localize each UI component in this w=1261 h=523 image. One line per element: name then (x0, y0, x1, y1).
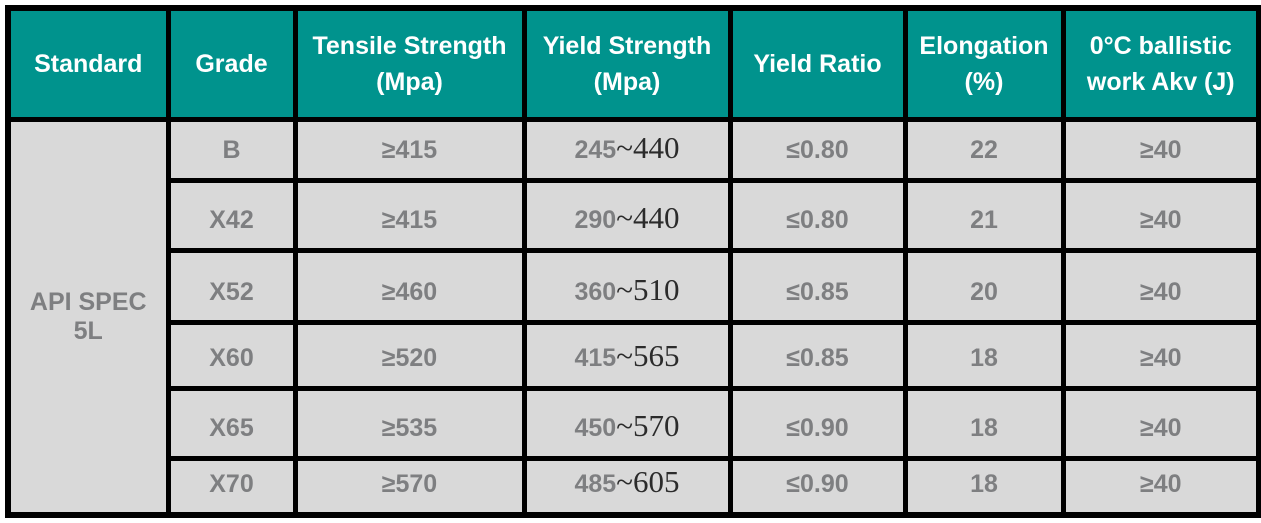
header-grade: Grade (165, 5, 298, 122)
yield-low-value: 450 (574, 413, 617, 442)
header-standard: Standard (5, 5, 171, 122)
yield-high-value: ~440 (616, 200, 680, 236)
cell-grade: B (165, 116, 298, 184)
cell-elongation: 21 (902, 178, 1066, 254)
table-row-grade-x42: X42 ≥415 290~440 ≤0.80 21 ≥40 (8, 178, 1261, 254)
cell-tensile-strength: ≥415 (292, 116, 527, 184)
cell-yield-ratio: ≤0.85 (727, 319, 908, 392)
yield-low-value: 290 (574, 206, 617, 235)
yield-high-value: ~570 (616, 407, 680, 443)
cell-grade: X52 (165, 248, 298, 325)
spec-table-container: Standard Grade Tensile Strength (Mpa) Yi… (5, 5, 1261, 518)
cell-yield-strength: 415~565 (521, 319, 733, 392)
cell-grade: X65 (165, 386, 298, 461)
cell-ballistic-work: ≥40 (1060, 116, 1261, 184)
yield-low-value: 485 (574, 470, 617, 498)
table-row-grade-x60: X60 ≥520 415~565 ≤0.85 18 ≥40 (8, 319, 1261, 392)
header-yield-ratio: Yield Ratio (727, 5, 908, 122)
table-body: API SPEC 5L B ≥415 245~440 ≤0.80 22 ≥40 … (5, 116, 1261, 518)
cell-yield-strength: 450~570 (521, 386, 733, 461)
cell-yield-strength: 245~440 (521, 116, 733, 184)
table-row-grade-b: API SPEC 5L B ≥415 245~440 ≤0.80 22 ≥40 (5, 116, 1261, 518)
cell-ballistic-work: ≥40 (1060, 386, 1261, 461)
cell-ballistic-work: ≥40 (1060, 455, 1261, 518)
cell-elongation: 18 (902, 386, 1066, 461)
cell-yield-strength: 290~440 (521, 178, 733, 254)
yield-low-value: 415 (574, 344, 617, 373)
cell-yield-ratio: ≤0.80 (727, 178, 908, 254)
cell-yield-ratio: ≤0.80 (727, 116, 908, 184)
cell-yield-strength: 485~605 (521, 455, 733, 518)
cell-tensile-strength: ≥415 (292, 178, 527, 254)
cell-yield-ratio: ≤0.90 (727, 386, 908, 461)
cell-grade: X60 (165, 319, 298, 392)
cell-ballistic-work: ≥40 (1060, 178, 1261, 254)
cell-tensile-strength: ≥535 (292, 386, 527, 461)
yield-high-value: ~605 (616, 464, 680, 499)
cell-tensile-strength: ≥570 (292, 455, 527, 518)
yield-high-value: ~565 (616, 338, 680, 374)
header-ballistic-work: 0°C ballistic work Akv (J) (1060, 5, 1261, 122)
cell-elongation: 20 (902, 248, 1066, 325)
header-yield-strength: Yield Strength (Mpa) (521, 5, 733, 122)
header-elongation: Elongation (%) (902, 5, 1066, 122)
cell-grade: X70 (165, 455, 298, 518)
yield-low-value: 360 (574, 277, 617, 306)
cell-yield-strength: 360~510 (521, 248, 733, 325)
cell-tensile-strength: ≥520 (292, 319, 527, 392)
header-row: Standard Grade Tensile Strength (Mpa) Yi… (5, 5, 1261, 122)
yield-high-value: ~440 (616, 130, 680, 166)
cell-ballistic-work: ≥40 (1060, 248, 1261, 325)
cell-yield-ratio: ≤0.90 (727, 455, 908, 518)
cell-elongation: 22 (902, 116, 1066, 184)
material-spec-table: Standard Grade Tensile Strength (Mpa) Yi… (5, 5, 1261, 518)
table-header: Standard Grade Tensile Strength (Mpa) Yi… (5, 5, 1261, 122)
header-tensile-strength: Tensile Strength (Mpa) (292, 5, 527, 122)
table-row-grade-x65: X65 ≥535 450~570 ≤0.90 18 ≥40 (8, 386, 1261, 461)
yield-high-value: ~510 (616, 271, 680, 307)
cell-tensile-strength: ≥460 (292, 248, 527, 325)
table-row-grade-x52: X52 ≥460 360~510 ≤0.85 20 ≥40 (8, 248, 1261, 325)
table-row-grade-x70: X70 ≥570 485~605 ≤0.90 18 ≥40 (8, 455, 1261, 518)
cell-elongation: 18 (902, 319, 1066, 392)
yield-low-value: 245 (574, 136, 617, 165)
cell-standard: API SPEC 5L (5, 117, 171, 518)
cell-elongation: 18 (902, 455, 1066, 518)
cell-grade: X42 (165, 178, 298, 254)
cell-yield-ratio: ≤0.85 (727, 248, 908, 325)
cell-ballistic-work: ≥40 (1060, 319, 1261, 392)
